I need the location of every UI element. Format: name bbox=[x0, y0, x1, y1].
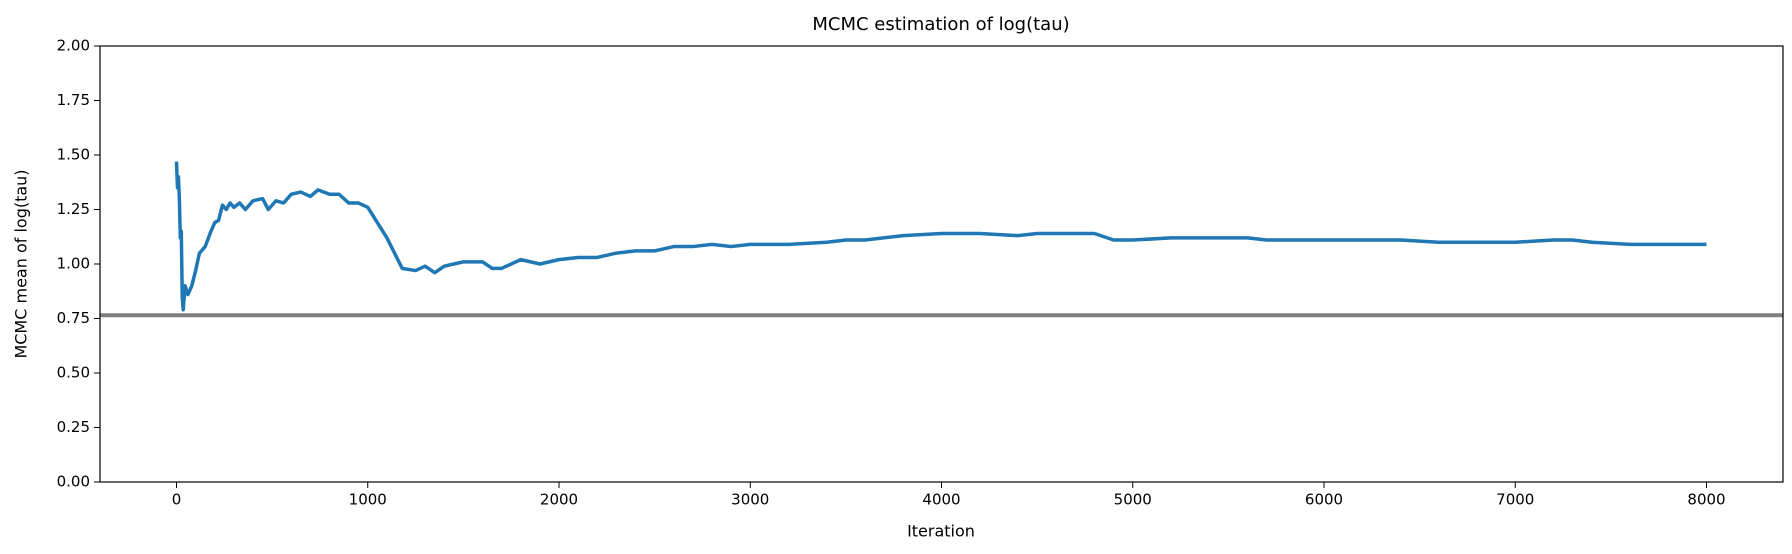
y-tick-label: 0.25 bbox=[57, 418, 90, 436]
x-tick-label: 3000 bbox=[731, 491, 769, 509]
plot-frame bbox=[99, 45, 1784, 483]
y-tick-label: 1.75 bbox=[57, 91, 90, 109]
y-tick-label: 1.25 bbox=[57, 200, 90, 218]
data-line bbox=[174, 161, 1707, 312]
x-tick-label: 1000 bbox=[349, 491, 387, 509]
y-tick-label: 0.50 bbox=[57, 364, 90, 382]
x-tick-label: 2000 bbox=[540, 491, 578, 509]
y-tick-label: 1.50 bbox=[57, 146, 90, 164]
chart-title: MCMC estimation of log(tau) bbox=[812, 14, 1069, 35]
y-tick-label: 1.00 bbox=[57, 255, 90, 273]
y-tick-label: 0.75 bbox=[57, 309, 90, 327]
x-tick-label: 5000 bbox=[1114, 491, 1152, 509]
x-tick-label: 8000 bbox=[1687, 491, 1725, 509]
x-tick-label: 0 bbox=[172, 491, 182, 509]
y-tick-label: 0.00 bbox=[57, 473, 90, 491]
y-axis-label: MCMC mean of log(tau) bbox=[12, 169, 31, 358]
x-tick-label: 4000 bbox=[922, 491, 960, 509]
x-tick-label: 6000 bbox=[1305, 491, 1343, 509]
x-axis-label: Iteration bbox=[907, 522, 975, 541]
y-tick-label: 2.00 bbox=[57, 37, 90, 55]
x-tick-label: 7000 bbox=[1496, 491, 1534, 509]
